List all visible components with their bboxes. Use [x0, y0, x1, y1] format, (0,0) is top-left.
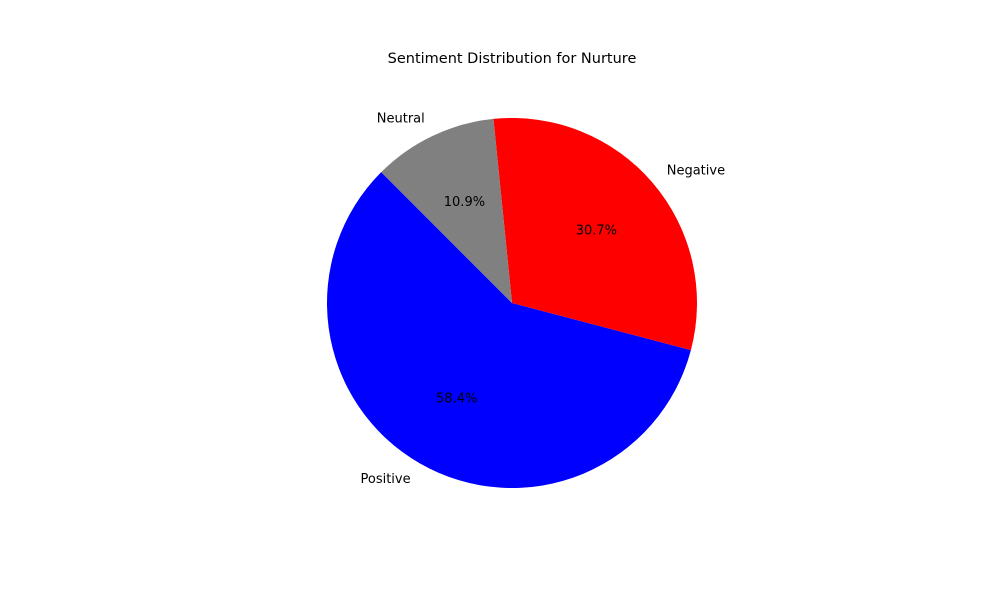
slice-pct-negative: 30.7%	[576, 223, 617, 238]
slice-positive	[326, 172, 691, 488]
chart-title: Sentiment Distribution for Nurture	[388, 51, 637, 67]
pie-labels: Positive 58.4% Negative 30.7% Neutral 10.9%	[360, 112, 725, 487]
slice-label-neutral: Neutral	[377, 112, 425, 127]
slice-negative	[493, 117, 697, 351]
slice-label-negative: Negative	[667, 163, 725, 178]
pie-slices	[326, 117, 697, 488]
slice-label-positive: Positive	[360, 472, 410, 487]
slice-neutral	[381, 118, 512, 304]
slice-pct-positive: 58.4%	[436, 392, 477, 407]
slice-pct-neutral: 10.9%	[444, 195, 485, 210]
